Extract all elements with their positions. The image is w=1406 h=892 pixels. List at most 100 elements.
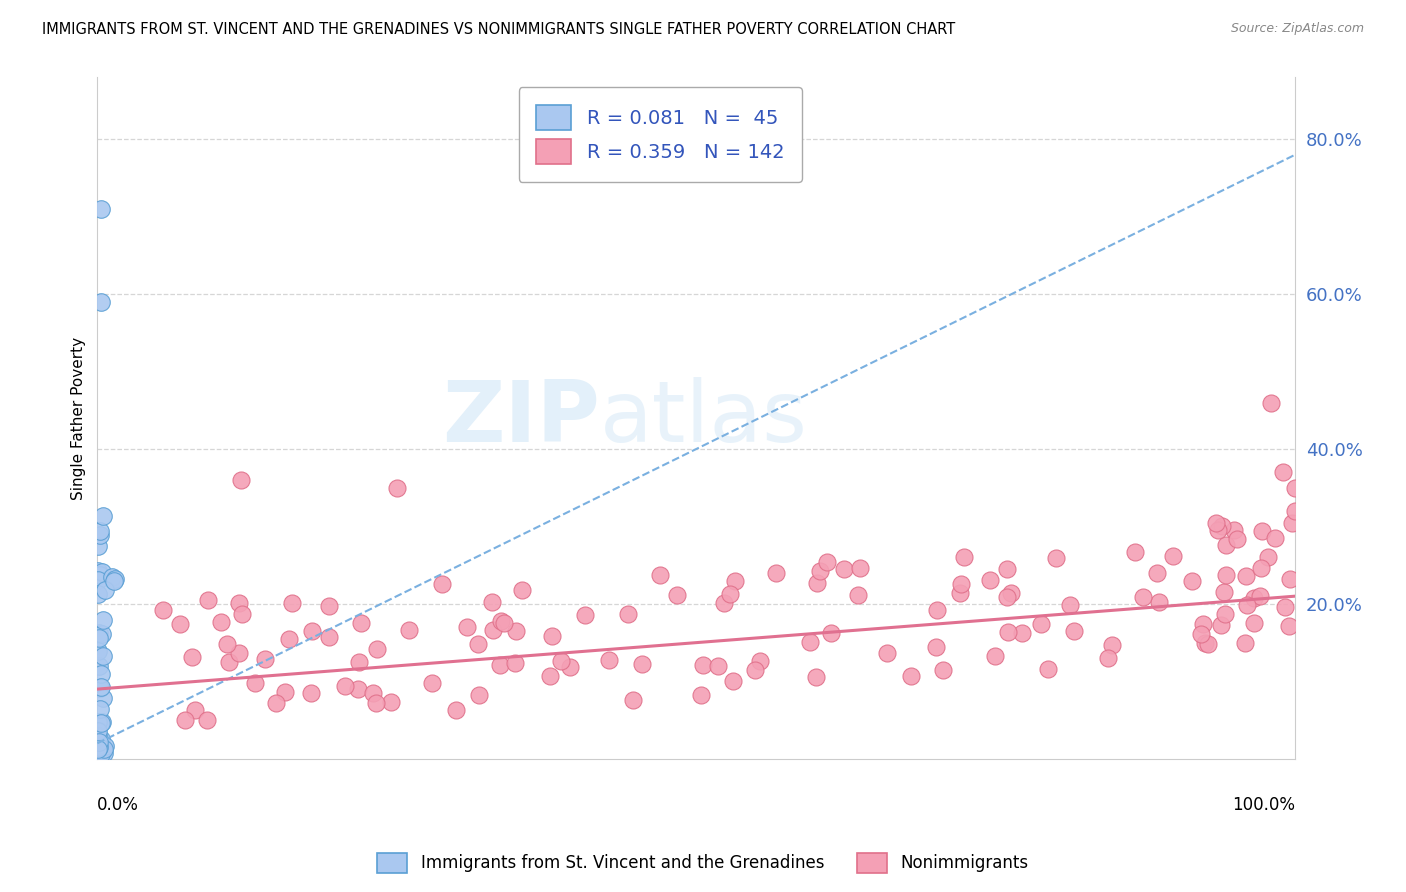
Point bbox=[90, 716, 112, 731]
Text: IMMIGRANTS FROM ST. VINCENT AND THE GRENADINES VS NONIMMIGRANTS SINGLE FATHER PO: IMMIGRANTS FROM ST. VINCENT AND THE GREN… bbox=[42, 22, 956, 37]
Point bbox=[621, 693, 644, 707]
Point bbox=[229, 473, 252, 487]
Point bbox=[333, 680, 356, 694]
Point bbox=[91, 627, 114, 641]
Point bbox=[505, 656, 527, 670]
Point bbox=[318, 630, 340, 644]
Point bbox=[87, 564, 110, 578]
Point bbox=[1257, 550, 1279, 565]
Point bbox=[932, 663, 955, 677]
Point bbox=[1243, 591, 1265, 606]
Point bbox=[89, 681, 111, 695]
Point bbox=[90, 202, 112, 216]
Point bbox=[718, 587, 741, 601]
Point bbox=[538, 669, 561, 683]
Point bbox=[558, 660, 581, 674]
Point bbox=[299, 685, 322, 699]
Point bbox=[806, 575, 828, 590]
Point bbox=[349, 656, 371, 670]
Point bbox=[1279, 572, 1302, 586]
Point bbox=[721, 674, 744, 689]
Point bbox=[706, 659, 728, 673]
Point bbox=[510, 582, 533, 597]
Point bbox=[1250, 561, 1272, 575]
Point bbox=[91, 613, 114, 627]
Point bbox=[1264, 531, 1286, 545]
Point bbox=[87, 729, 110, 743]
Point bbox=[93, 690, 115, 705]
Point bbox=[1281, 516, 1303, 531]
Point bbox=[218, 655, 240, 669]
Point bbox=[574, 607, 596, 622]
Point bbox=[1209, 618, 1232, 632]
Point bbox=[195, 713, 218, 727]
Point bbox=[1036, 662, 1059, 676]
Text: ZIP: ZIP bbox=[443, 376, 600, 459]
Point bbox=[467, 637, 489, 651]
Point bbox=[90, 667, 112, 681]
Point bbox=[89, 702, 111, 716]
Point bbox=[380, 695, 402, 709]
Point bbox=[482, 623, 505, 637]
Point bbox=[264, 696, 287, 710]
Point bbox=[243, 676, 266, 690]
Point bbox=[90, 295, 112, 310]
Text: 0.0%: 0.0% bbox=[97, 797, 139, 814]
Point bbox=[94, 582, 117, 597]
Point bbox=[90, 732, 112, 747]
Point bbox=[152, 602, 174, 616]
Point bbox=[1197, 637, 1219, 651]
Point bbox=[274, 684, 297, 698]
Text: atlas: atlas bbox=[600, 376, 808, 459]
Point bbox=[101, 570, 124, 584]
Text: Source: ZipAtlas.com: Source: ZipAtlas.com bbox=[1230, 22, 1364, 36]
Point bbox=[666, 588, 689, 602]
Point bbox=[1284, 481, 1306, 495]
Point bbox=[89, 528, 111, 542]
Point bbox=[87, 658, 110, 673]
Point bbox=[984, 649, 1007, 664]
Point bbox=[87, 644, 110, 658]
Legend: R = 0.081   N =  45, R = 0.359   N = 142: R = 0.081 N = 45, R = 0.359 N = 142 bbox=[519, 87, 801, 182]
Point bbox=[87, 735, 110, 749]
Point bbox=[1191, 617, 1213, 632]
Point bbox=[278, 632, 301, 646]
Text: 100.0%: 100.0% bbox=[1232, 797, 1295, 814]
Point bbox=[1205, 516, 1227, 530]
Point bbox=[995, 562, 1018, 576]
Point bbox=[1045, 551, 1067, 566]
Point bbox=[86, 741, 108, 756]
Point bbox=[94, 739, 117, 753]
Point bbox=[228, 646, 250, 660]
Point bbox=[468, 688, 491, 702]
Point bbox=[180, 650, 202, 665]
Point bbox=[361, 686, 384, 700]
Point bbox=[169, 616, 191, 631]
Point bbox=[1236, 599, 1258, 613]
Legend: Immigrants from St. Vincent and the Grenadines, Nonimmigrants: Immigrants from St. Vincent and the Gren… bbox=[371, 847, 1035, 880]
Point bbox=[1213, 585, 1236, 599]
Point bbox=[91, 648, 114, 663]
Point bbox=[550, 654, 572, 668]
Point bbox=[1215, 538, 1237, 552]
Point bbox=[90, 680, 112, 694]
Point bbox=[301, 624, 323, 638]
Point bbox=[346, 681, 368, 696]
Point bbox=[1271, 465, 1294, 479]
Point bbox=[253, 651, 276, 665]
Point bbox=[87, 587, 110, 601]
Point bbox=[952, 550, 974, 565]
Point bbox=[103, 574, 125, 589]
Point bbox=[1284, 504, 1306, 518]
Point bbox=[927, 603, 949, 617]
Point bbox=[713, 595, 735, 609]
Point bbox=[1123, 545, 1146, 559]
Point bbox=[1132, 591, 1154, 605]
Point bbox=[87, 574, 110, 588]
Point bbox=[231, 607, 253, 622]
Point bbox=[93, 746, 115, 760]
Point bbox=[808, 565, 831, 579]
Point bbox=[1260, 395, 1282, 409]
Point bbox=[1097, 651, 1119, 665]
Point bbox=[1146, 566, 1168, 581]
